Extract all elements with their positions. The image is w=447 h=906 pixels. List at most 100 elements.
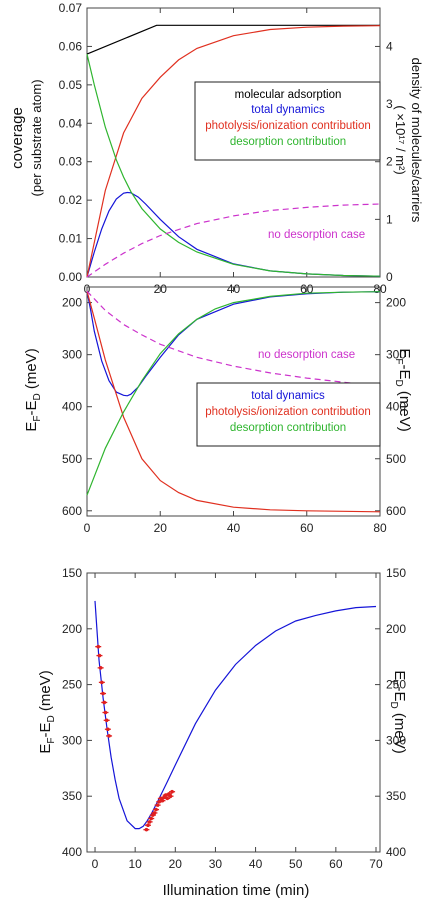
y2-tick-label: 3 (386, 97, 393, 111)
series-line-molecular-adsorption (86, 24, 380, 55)
x-tick-label: 60 (300, 521, 314, 535)
y-tick-label: 0.06 (59, 39, 83, 53)
x-tick-label: 40 (249, 857, 263, 871)
legend-box-2 (196, 382, 381, 447)
data-point (154, 807, 158, 812)
series-line-no-desorption-case (86, 290, 381, 387)
y2-tick-label: 300 (386, 733, 406, 747)
data-point (107, 734, 111, 738)
panel-experiment: 0 10 20 30 40 50 60 70 150 200 250 300 350 400 150 200 2… (37, 566, 408, 899)
data-point (106, 727, 110, 732)
y-tick-label: 0.01 (59, 232, 83, 246)
panel-fermi-level: 0 20 40 60 80200300400500600200300400500600 … (23, 286, 413, 535)
data-point (98, 666, 103, 670)
x-tick-label: 10 (128, 857, 142, 871)
y2-axis-label-line1: density of molecules/carriers (409, 58, 424, 223)
y2-tick-label: 200 (386, 622, 406, 636)
y-tick-label: 300 (62, 348, 82, 362)
legend2-entry-total-dynamics: total dynamics (251, 390, 325, 402)
data-point (97, 653, 102, 658)
data-point (149, 816, 154, 821)
y-axis-label-line1: coverage (9, 107, 26, 169)
series-line-fit (94, 600, 377, 830)
y-axis-label-line2: (per substrate atom) (29, 79, 44, 196)
y-tick-label: 150 (62, 566, 82, 580)
x-tick-label: 70 (369, 857, 383, 871)
y2-tick-label: 600 (386, 504, 406, 518)
x-tick-label: 40 (227, 521, 241, 535)
y2-tick-label: 350 (386, 789, 406, 803)
series-line-no-desorption-case (86, 203, 381, 278)
data-point (146, 823, 150, 828)
y2-tick-label: 200 (386, 296, 406, 310)
series-line-desorption-contribution (86, 291, 381, 496)
y-tick-label: 200 (62, 622, 82, 636)
legend-entry-photolysis: photolysis/ionization contribution (205, 120, 371, 132)
legend2-entry-desorption: desorption contribution (230, 422, 346, 434)
y2-tick-label: 250 (386, 678, 406, 692)
panel-experiment-frame (86, 572, 381, 853)
y2-tick-label: 1 (386, 212, 393, 226)
y2-tick-label: 0 (386, 270, 393, 284)
y2-tick-label: 2 (386, 155, 393, 169)
y-tick-label: 500 (62, 452, 82, 466)
legend-entry-desorption: desorption contribution (230, 136, 346, 148)
y-axis-label-3: EF-ED (meV) (37, 670, 57, 753)
y2-axis-label-line2: ( ×10¹⁷ / m²) (393, 105, 408, 174)
y-tick-label: 400 (62, 400, 82, 414)
legend2-entry-photolysis: photolysis/ionization contribution (205, 406, 371, 418)
x-tick-label: 60 (329, 857, 343, 871)
y2-tick-label: 4 (386, 39, 393, 53)
y-tick-label: 250 (62, 678, 82, 692)
data-point (160, 798, 165, 803)
y2-axis-label-3: EF-ED (meV) (388, 670, 408, 753)
y-tick-label: 200 (62, 296, 82, 310)
data-point (96, 644, 101, 649)
legend-entry-total-dynamics: total dynamics (251, 104, 325, 116)
y-tick-label: 0.05 (59, 78, 83, 92)
y2-tick-label: 400 (386, 400, 406, 414)
series-line-desorption-contribution (86, 53, 381, 277)
data-point (165, 796, 170, 801)
y-tick-label: 0.03 (59, 155, 83, 169)
data-point (104, 718, 109, 723)
panel-coverage: 0204060800.000.010.020.030.040.050.060.0… (9, 1, 424, 296)
y2-tick-label: 400 (386, 845, 406, 859)
series-line-total-dynamics (86, 291, 381, 397)
legend-box (194, 81, 381, 161)
data-point (170, 789, 174, 794)
x-tick-label: 30 (209, 857, 223, 871)
data-point (102, 700, 107, 705)
data-point (101, 691, 105, 696)
y2-tick-label: 300 (386, 348, 406, 362)
y2-tick-label: 500 (386, 452, 406, 466)
y-tick-label: 0.02 (59, 193, 83, 207)
legend-entry-molecular-adsorption: molecular adsorption (235, 89, 342, 101)
y-tick-label: 0.04 (59, 116, 83, 130)
x-tick-label: 0 (84, 521, 91, 535)
data-point (152, 811, 157, 815)
data-point (144, 827, 149, 832)
y-tick-label: 0.07 (59, 1, 83, 15)
x-tick-label: 20 (169, 857, 183, 871)
y-tick-label: 350 (62, 789, 82, 803)
y2-axis-label-2: EF-ED (meV) (393, 348, 413, 431)
data-point (155, 803, 160, 807)
y-tick-label: 300 (62, 733, 82, 747)
annotation-no-desorption-2: no desorption case (258, 349, 355, 361)
series-line-photolysis-ionization-contribution (86, 25, 381, 278)
data-point (100, 680, 104, 685)
x-axis-label: Illumination time (min) (163, 882, 310, 899)
annotation-no-desorption: no desorption case (268, 229, 365, 241)
x-tick-label: 80 (373, 521, 387, 535)
data-point (168, 794, 173, 798)
data-point (147, 820, 152, 824)
y-tick-label: 600 (62, 504, 82, 518)
x-tick-label: 20 (154, 521, 168, 535)
y-tick-label: 400 (62, 845, 82, 859)
y-tick-label: 0.00 (59, 270, 83, 284)
series-line-photolysis-ionization-contribution (86, 291, 381, 513)
y-axis-label-2: EF-ED (meV) (23, 348, 43, 431)
y2-tick-label: 150 (386, 566, 406, 580)
